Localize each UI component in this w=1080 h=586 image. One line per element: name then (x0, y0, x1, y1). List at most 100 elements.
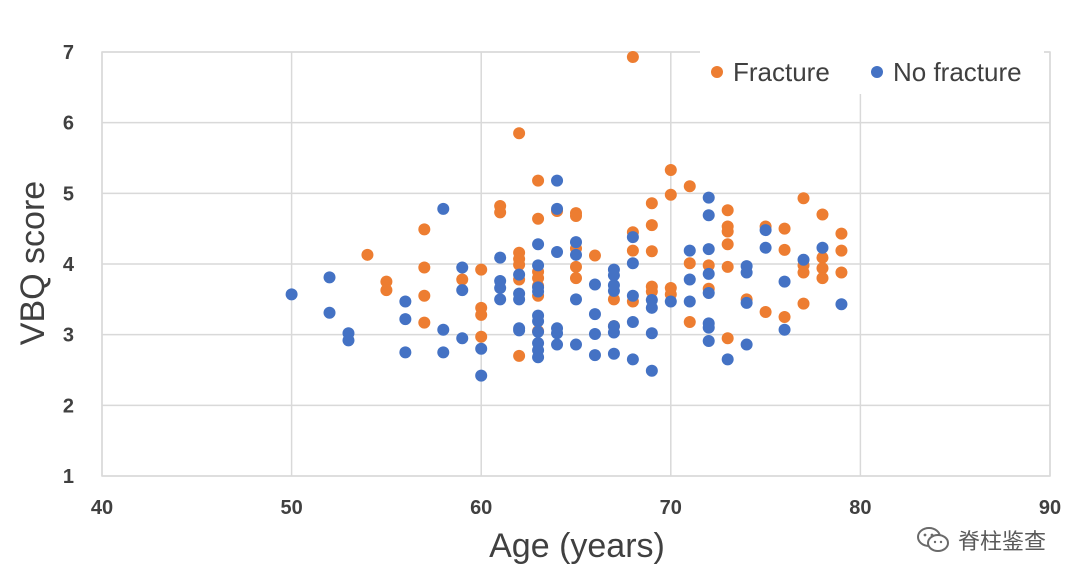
data-point (683, 273, 696, 286)
data-point (532, 285, 545, 298)
legend-label-no-fracture: No fracture (893, 57, 1022, 87)
y-tick-label: 5 (63, 183, 74, 205)
data-point (702, 267, 715, 280)
data-point (702, 335, 715, 348)
data-point (645, 245, 658, 258)
data-point (797, 192, 810, 205)
data-point (570, 338, 582, 351)
watermark-text: 脊柱鉴查 (957, 530, 1046, 555)
data-point (513, 349, 526, 362)
data-point (399, 295, 412, 308)
data-point (475, 308, 488, 321)
y-tick-label: 4 (63, 254, 75, 276)
data-point (380, 284, 393, 297)
data-point (626, 50, 639, 63)
data-point (588, 349, 601, 362)
legend-marker-no-fracture (871, 66, 883, 78)
data-point (626, 244, 639, 257)
data-point (607, 293, 620, 306)
data-point (456, 261, 469, 274)
data-point (797, 266, 810, 279)
data-point (437, 323, 450, 336)
data-point (551, 245, 564, 258)
data-point (778, 222, 791, 235)
series-fracture (361, 50, 848, 362)
data-point (702, 321, 715, 334)
watermark: 脊柱鉴查 (916, 524, 1046, 556)
data-point (285, 288, 298, 301)
data-point (570, 272, 582, 285)
data-point (645, 327, 658, 340)
data-point (475, 263, 488, 276)
y-tick-label: 2 (63, 395, 74, 417)
y-axis-title: VBQ score (14, 181, 52, 345)
data-point (532, 325, 545, 338)
data-point (570, 248, 582, 261)
data-point (570, 209, 582, 222)
x-tick-label: 60 (470, 497, 492, 519)
data-point (399, 313, 412, 326)
data-point (475, 369, 488, 382)
data-point (342, 334, 355, 347)
data-point (740, 338, 753, 351)
y-tick-label: 1 (63, 466, 74, 488)
data-point (721, 238, 734, 251)
y-tick-label: 3 (63, 325, 74, 347)
data-point (494, 282, 507, 295)
data-point (532, 212, 545, 225)
data-point (532, 259, 545, 272)
data-point (551, 327, 564, 340)
data-point (721, 204, 734, 217)
data-point (835, 244, 848, 257)
data-point (816, 272, 829, 285)
data-point (778, 275, 791, 288)
data-point (759, 241, 772, 254)
data-point (513, 268, 526, 281)
data-point (645, 285, 658, 298)
data-point (494, 293, 507, 306)
legend: Fracture No fracture (700, 50, 1044, 94)
wechat-icon (916, 527, 949, 552)
data-point (418, 223, 431, 236)
data-point (778, 323, 791, 336)
data-point (759, 306, 772, 319)
data-point (456, 284, 469, 297)
data-point (797, 253, 810, 266)
data-point (797, 297, 810, 310)
data-point (494, 251, 507, 264)
legend-label-fracture: Fracture (733, 57, 830, 87)
data-point (816, 251, 829, 264)
data-point (645, 219, 658, 232)
data-point (664, 164, 677, 177)
x-axis-ticks: 40 50 60 70 80 90 (91, 497, 1061, 519)
data-point (702, 286, 715, 299)
data-point (683, 315, 696, 328)
data-point (588, 308, 601, 321)
data-point (835, 298, 848, 311)
data-point (683, 257, 696, 270)
y-tick-label: 6 (63, 113, 74, 135)
data-point (835, 266, 848, 279)
x-tick-label: 90 (1039, 497, 1061, 519)
legend-marker-fracture (711, 66, 723, 78)
data-point (835, 227, 848, 240)
data-point (664, 295, 677, 308)
data-point (626, 257, 639, 270)
data-point (626, 231, 639, 244)
data-point (626, 353, 639, 366)
data-point (778, 243, 791, 256)
data-point (399, 346, 412, 359)
series-no-fracture (285, 174, 848, 382)
data-point (645, 197, 658, 210)
data-point (626, 315, 639, 328)
data-point (626, 289, 639, 302)
data-point (721, 353, 734, 366)
x-axis-title: Age (years) (489, 527, 665, 565)
data-point (513, 258, 526, 271)
y-tick-label: 7 (63, 42, 74, 64)
data-point (551, 338, 564, 351)
data-point (361, 248, 374, 261)
data-point (702, 191, 715, 204)
data-point (607, 284, 620, 297)
data-point (683, 244, 696, 257)
